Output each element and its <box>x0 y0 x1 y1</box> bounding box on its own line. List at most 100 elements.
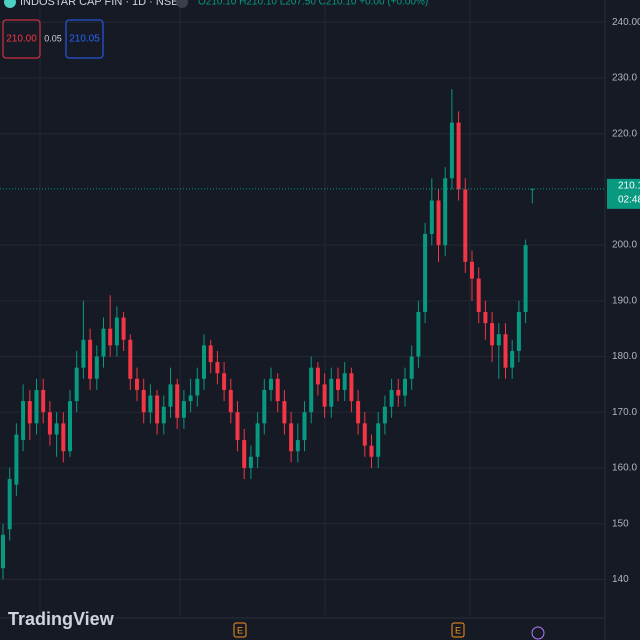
candle-body <box>14 434 19 485</box>
buy-price[interactable]: 210.05 <box>69 34 100 45</box>
candle-body <box>275 378 280 402</box>
candle-body <box>389 389 394 407</box>
candle-body <box>329 378 334 407</box>
candle-body <box>27 401 32 424</box>
candle-body <box>510 350 515 368</box>
candle-body <box>503 334 508 368</box>
y-tick-label: 220.0 <box>612 128 637 139</box>
candle-body <box>382 406 387 424</box>
candle-body <box>516 311 521 351</box>
countdown: 02:48 <box>618 194 640 205</box>
status-icon <box>176 0 188 8</box>
event-marker <box>233 622 247 638</box>
candle-body <box>222 373 227 390</box>
candle-body <box>141 389 146 413</box>
candle-body <box>356 401 361 424</box>
candle-body <box>396 389 401 396</box>
candle-body <box>436 200 441 246</box>
candle-body <box>530 188 535 190</box>
candle-body <box>47 412 52 435</box>
candle-body <box>235 412 240 441</box>
candle-body <box>7 479 12 530</box>
event-label: E <box>455 625 461 635</box>
event-marker <box>451 622 465 638</box>
candle-body <box>135 378 139 390</box>
candle-body <box>476 278 481 312</box>
event-label: E <box>237 625 243 635</box>
candle-body <box>195 378 200 396</box>
candle-body <box>416 311 421 357</box>
candle-body <box>168 384 173 407</box>
y-tick-label: 140 <box>612 574 629 585</box>
y-tick-label: 200.0 <box>612 240 637 251</box>
candle-body <box>181 401 186 418</box>
symbol-title: INDOSTAR CAP FIN · 1D · NSE <box>20 0 179 8</box>
candle-body <box>228 389 233 413</box>
candle-body <box>34 389 39 424</box>
candle-body <box>429 200 434 234</box>
candle-body <box>376 423 381 457</box>
candle-body <box>463 189 468 262</box>
candle-body <box>262 389 267 424</box>
candle-body <box>161 406 166 424</box>
candle-body <box>302 412 307 441</box>
ohlc: O210.10 H210.10 L207.50 C210.10 +0.00 (+… <box>198 0 428 8</box>
candle-body <box>295 440 300 452</box>
candle-body <box>208 345 213 363</box>
candle-body <box>114 317 119 346</box>
candle-body <box>155 395 160 424</box>
candle-body <box>61 423 66 452</box>
candle-body <box>342 373 347 390</box>
y-tick-label: 240.00 <box>612 17 640 28</box>
y-tick-label: 150 <box>612 518 629 529</box>
candle-body <box>108 328 113 346</box>
candle-body <box>443 178 448 246</box>
dividend-icon <box>531 626 545 640</box>
candle-body <box>449 122 454 179</box>
watermark: TradingView <box>8 609 115 629</box>
candle-body <box>309 367 314 413</box>
candle-body <box>242 440 247 468</box>
candle-body <box>148 395 153 413</box>
candle-body <box>269 378 273 390</box>
candle-body <box>88 339 93 379</box>
candle-body <box>121 317 126 340</box>
y-tick-label: 230.0 <box>612 73 637 84</box>
sell-button[interactable] <box>2 19 41 59</box>
y-tick-label: 170.0 <box>612 407 637 418</box>
candle-body <box>81 339 86 368</box>
candle-body <box>255 423 260 457</box>
y-tick-label: 180.0 <box>612 351 637 362</box>
sell-price[interactable]: 210.00 <box>6 34 37 45</box>
spread: 0.05 <box>44 33 62 43</box>
candle-body <box>496 334 501 346</box>
candle-body <box>289 423 294 452</box>
candle-body <box>282 401 287 424</box>
candle-body <box>322 384 327 407</box>
candle-body <box>1 534 5 569</box>
candle-body <box>470 261 474 279</box>
candle-body <box>74 367 79 402</box>
candle-body <box>409 356 414 379</box>
last-price-label: 210.10 <box>618 180 640 191</box>
candle-body <box>54 423 59 435</box>
candle-body <box>202 345 206 379</box>
candle-body <box>369 445 374 457</box>
candle-body <box>101 328 106 357</box>
candle-body <box>456 122 461 190</box>
candle-body <box>188 395 193 402</box>
buy-button[interactable] <box>65 19 104 59</box>
candle-body <box>483 311 488 324</box>
candle-body <box>403 378 407 396</box>
last-price-box <box>607 178 640 209</box>
candle-body <box>215 362 220 374</box>
y-tick-label: 190.0 <box>612 295 637 306</box>
candle-body <box>315 367 320 385</box>
candle-body <box>490 323 495 346</box>
candle-body <box>94 356 99 379</box>
candle-body <box>423 233 428 312</box>
candle-body <box>248 456 253 468</box>
grid <box>0 0 605 615</box>
